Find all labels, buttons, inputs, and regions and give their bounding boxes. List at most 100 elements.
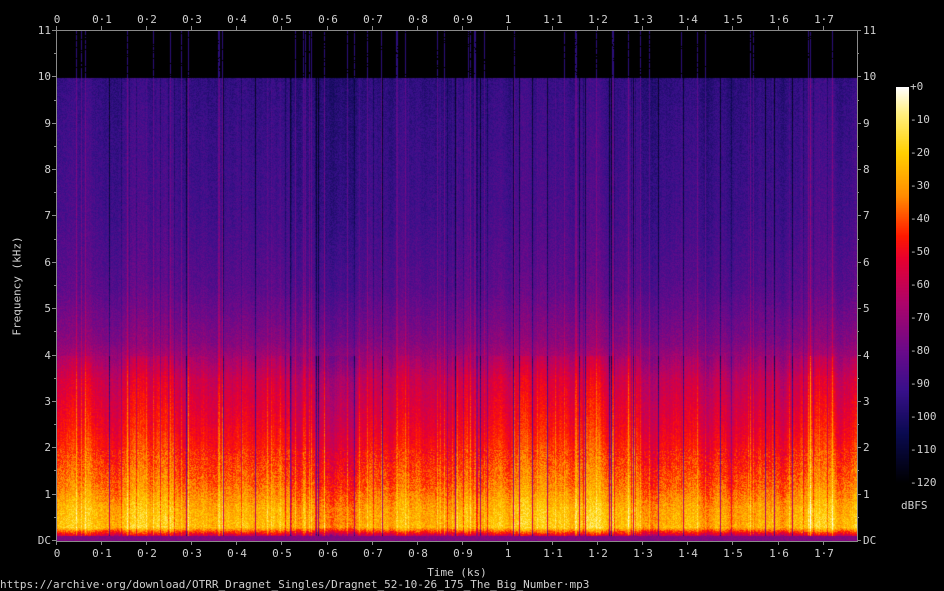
y-tick-mark-right — [857, 30, 861, 31]
y-tick-label-right: 10 — [863, 70, 877, 83]
y-tick-label-left: 2 — [44, 441, 51, 454]
y-tick-mark-left — [52, 76, 56, 77]
y-minor-tick-right — [857, 470, 859, 471]
x-tick-label-top: 0·6 — [318, 13, 338, 26]
y-tick-mark-right — [857, 262, 861, 263]
y-minor-tick-right — [857, 146, 859, 147]
colorbar-tick-label: -90 — [910, 377, 930, 390]
y-tick-label-left: 5 — [44, 302, 51, 315]
x-tick-mark-top — [642, 26, 643, 30]
x-tick-mark-top — [56, 26, 57, 30]
colorbar — [896, 87, 909, 483]
colorbar-tick-label: -60 — [910, 278, 930, 291]
colorbar-tick-label: -50 — [910, 245, 930, 258]
y-minor-tick-right — [857, 424, 859, 425]
y-minor-tick-right — [857, 100, 859, 101]
x-tick-label-bottom: 0·7 — [363, 547, 383, 560]
y-tick-label-right: 9 — [863, 117, 870, 130]
x-tick-mark-top — [372, 26, 373, 30]
y-tick-label-left: 6 — [44, 256, 51, 269]
x-tick-label-bottom: 0·8 — [408, 547, 428, 560]
y-tick-mark-right — [857, 308, 861, 309]
x-tick-mark-top — [327, 26, 328, 30]
x-tick-mark-top — [101, 26, 102, 30]
y-tick-mark-right — [857, 169, 861, 170]
x-tick-label-top: 0·4 — [227, 13, 247, 26]
x-tick-label-top: 1·7 — [814, 13, 834, 26]
colorbar-tick-label: -40 — [910, 212, 930, 225]
y-tick-mark-left — [52, 262, 56, 263]
y-tick-mark-left — [52, 30, 56, 31]
x-tick-label-bottom: 1·5 — [723, 547, 743, 560]
x-tick-mark-bottom — [191, 541, 192, 545]
y-minor-tick-left — [54, 239, 56, 240]
x-tick-label-bottom: 0·9 — [453, 547, 473, 560]
x-tick-mark-top — [281, 26, 282, 30]
y-tick-label-right: 4 — [863, 349, 870, 362]
x-tick-label-top: 0·1 — [92, 13, 112, 26]
x-tick-label-bottom: 1·7 — [814, 547, 834, 560]
y-tick-mark-left — [52, 540, 56, 541]
y-tick-mark-left — [52, 308, 56, 309]
x-axis-label: Time (ks) — [427, 566, 487, 579]
x-tick-label-bottom: 1 — [504, 547, 512, 560]
x-tick-mark-bottom — [281, 541, 282, 545]
y-tick-label-right: 3 — [863, 395, 870, 408]
y-tick-label-right: 5 — [863, 302, 870, 315]
x-tick-label-top: 0·2 — [137, 13, 157, 26]
x-tick-mark-top — [507, 26, 508, 30]
x-tick-mark-bottom — [417, 541, 418, 545]
x-tick-label-top: 1·3 — [633, 13, 653, 26]
x-tick-mark-top — [732, 26, 733, 30]
y-tick-label-left: 1 — [44, 488, 51, 501]
y-axis-label: Frequency (kHz) — [10, 236, 24, 336]
y-tick-label-right: DC — [863, 534, 877, 547]
y-tick-label-right: 7 — [863, 209, 870, 222]
y-tick-label-left: 7 — [44, 209, 51, 222]
y-tick-mark-right — [857, 76, 861, 77]
y-tick-label-left: 11 — [37, 24, 51, 37]
x-tick-label-top: 0 — [53, 13, 61, 26]
x-tick-label-bottom: 0·2 — [137, 547, 157, 560]
x-tick-label-bottom: 0 — [53, 547, 61, 560]
y-minor-tick-left — [54, 100, 56, 101]
y-tick-label-left: 4 — [44, 349, 51, 362]
spectrogram-image — [57, 31, 857, 541]
x-tick-label-bottom: 1·3 — [633, 547, 653, 560]
x-tick-mark-bottom — [778, 541, 779, 545]
x-tick-mark-top — [778, 26, 779, 30]
x-tick-mark-bottom — [56, 541, 57, 545]
y-tick-mark-left — [52, 494, 56, 495]
x-tick-label-bottom: 0·4 — [227, 547, 247, 560]
y-tick-mark-left — [52, 123, 56, 124]
x-tick-label-top: 0·3 — [182, 13, 202, 26]
x-tick-label-top: 1·2 — [588, 13, 608, 26]
x-tick-mark-top — [597, 26, 598, 30]
colorbar-tick-label: -20 — [910, 146, 930, 159]
y-minor-tick-right — [857, 239, 859, 240]
y-minor-tick-left — [54, 285, 56, 286]
x-tick-label-top: 1·6 — [769, 13, 789, 26]
x-tick-mark-bottom — [146, 541, 147, 545]
x-tick-mark-top — [462, 26, 463, 30]
y-tick-label-left: DC — [37, 534, 51, 547]
x-tick-label-bottom: 0·5 — [272, 547, 292, 560]
x-tick-mark-top — [236, 26, 237, 30]
x-tick-mark-top — [417, 26, 418, 30]
colorbar-tick-label: -110 — [910, 443, 937, 456]
y-tick-mark-left — [52, 215, 56, 216]
y-minor-tick-right — [857, 378, 859, 379]
x-tick-mark-top — [823, 26, 824, 30]
y-tick-mark-left — [52, 355, 56, 356]
y-tick-mark-right — [857, 494, 861, 495]
y-tick-mark-right — [857, 215, 861, 216]
y-minor-tick-right — [857, 331, 859, 332]
y-tick-label-left: 9 — [44, 117, 51, 130]
x-tick-mark-bottom — [507, 541, 508, 545]
y-tick-label-left: 8 — [44, 163, 51, 176]
y-minor-tick-left — [54, 146, 56, 147]
x-tick-label-top: 1 — [504, 13, 512, 26]
y-minor-tick-left — [54, 192, 56, 193]
y-tick-label-left: 10 — [37, 70, 51, 83]
x-tick-label-bottom: 1·2 — [588, 547, 608, 560]
